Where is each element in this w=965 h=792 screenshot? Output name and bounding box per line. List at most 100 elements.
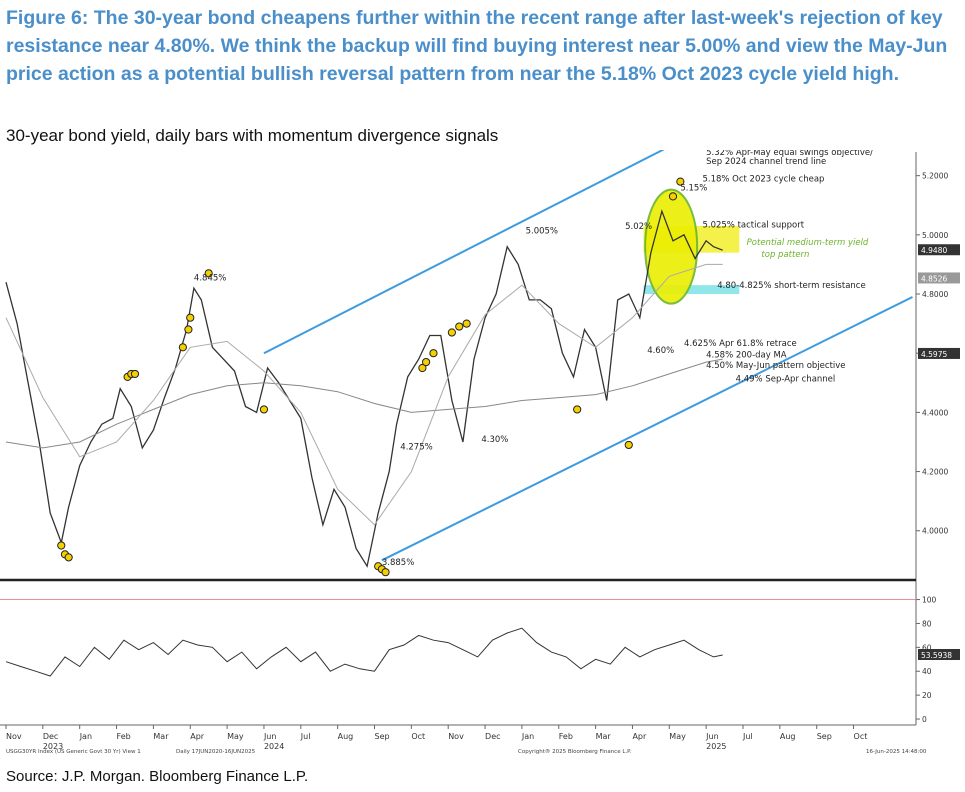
signal-marker (381, 568, 390, 577)
price-panel: 4.845% 5.005% 5.02% 5.15% 4.275% 4.30% 4.60% 3.… (0, 150, 960, 725)
x-year-label: 2023 (43, 742, 63, 751)
y-tick-label: 4.4000 (922, 408, 948, 417)
x-month-label: Dec (485, 732, 500, 741)
x-month-label: Jun (705, 732, 719, 741)
annotation-label: 4.58% 200-day MA (706, 351, 787, 361)
y-tick-label: 4.8000 (922, 290, 948, 299)
osc-y-tick-label: 60 (922, 643, 932, 652)
signal-marker (64, 553, 73, 562)
signal-marker (676, 177, 685, 186)
osc-y-tick-label: 100 (922, 596, 937, 605)
time-axis: Nov Dec Jan Feb Mar Apr May Jun Jul Aug Sep Oct Nov D… (0, 724, 916, 751)
y-tick-label: 5.0000 (922, 231, 948, 240)
y-tick-label: 5.2000 (922, 172, 948, 181)
signal-marker (455, 322, 464, 331)
x-month-label: Aug (780, 732, 796, 741)
x-month-label: Jul (300, 732, 311, 741)
bond-yield-chart: 4.845% 5.005% 5.02% 5.15% 4.275% 4.30% 4.60% 3.… (0, 150, 960, 755)
x-month-label: Nov (448, 732, 464, 741)
signal-marker (418, 363, 427, 373)
annotation-label: Potential medium-term yield (747, 238, 869, 248)
x-month-label: Jul (742, 732, 753, 741)
x-month-label: Nov (6, 732, 22, 741)
annotation-label: 4.625% Apr 61.8% retrace (684, 339, 797, 349)
annotation-label: 4.30% (481, 435, 508, 445)
x-month-label: Mar (596, 732, 612, 741)
channel-line-0 (263, 150, 665, 355)
x-month-label: Apr (632, 732, 647, 741)
annotation-label: 4.49% Sep-Apr channel (736, 374, 836, 384)
last-value-box (918, 347, 960, 359)
source-note: Source: J.P. Morgan. Bloomberg Finance L… (6, 768, 309, 785)
x-month-label: Oct (854, 732, 868, 741)
annotation-label: 4.50% May-Jun pattern objective (706, 361, 845, 371)
annotation-label: top pattern (761, 250, 809, 260)
series-200-day-ma (5, 358, 723, 449)
signal-marker (186, 313, 195, 322)
x-month-label: May (227, 732, 244, 741)
signal-marker (624, 440, 633, 450)
signal-marker (668, 192, 678, 201)
last-value-box (918, 244, 960, 256)
x-month-label: Jun (263, 732, 277, 741)
signal-marker (259, 405, 269, 414)
annotation-label: 5.32% Apr-May equal swings objective/ (706, 150, 873, 158)
annotation-label: 5.15% (680, 183, 707, 193)
footer-ticker: USGG30YR Index (US Generic Govt 30 Yr) V… (6, 749, 141, 755)
annotation-label: 5.025% tactical support (702, 220, 804, 230)
signal-marker (573, 405, 582, 414)
figure-subtitle: 30-year bond yield, daily bars with mome… (6, 126, 499, 145)
last-value-box (918, 272, 960, 284)
y-tick-label: 4.0000 (922, 527, 948, 536)
signal-marker (447, 328, 456, 337)
annotation-label: 4.275% (400, 442, 432, 452)
x-month-label: Apr (190, 732, 205, 741)
signal-marker (429, 349, 438, 358)
signal-marker (204, 269, 213, 278)
signal-marker (462, 319, 471, 328)
osc-last-value-label: 53.5938 (921, 651, 952, 660)
annotation-label: 5.005% (526, 226, 558, 236)
footer-copyright: Copyright® 2025 Bloomberg Finance L.P. (518, 748, 632, 755)
signal-marker (178, 343, 187, 352)
x-month-label: Feb (559, 732, 573, 741)
momentum-panel: 100 80 60 40 20 0 53.5938 (0, 596, 960, 724)
annotation-label: 4.845% (194, 274, 226, 284)
highlight-band-1 (643, 285, 740, 295)
x-month-label: Jan (79, 732, 92, 741)
signal-marker (57, 541, 66, 550)
series-slower-moving-average (5, 263, 723, 526)
x-month-label: Mar (153, 732, 169, 741)
osc-y-tick-label: 80 (922, 619, 932, 628)
x-month-label: Dec (43, 732, 58, 741)
channel-line-1 (381, 296, 913, 562)
osc-last-value-box (918, 648, 960, 660)
figure-title: Figure 6: The 30-year bond cheapens furt… (6, 7, 948, 85)
annotation-label: 4.60% (647, 346, 674, 356)
x-month-label: May (669, 732, 686, 741)
footer-timestamp: 16-Jun-2025 14:48:00 (866, 749, 927, 755)
signal-marker (421, 357, 431, 367)
x-year-label: 2025 (706, 742, 726, 751)
annotation-label: 3.885% (382, 558, 414, 568)
x-month-label: Jan (521, 732, 534, 741)
x-year-label: 2024 (264, 742, 284, 751)
last-value-label: 4.5975 (921, 350, 947, 359)
signal-marker (130, 369, 140, 379)
last-value-label: 4.9480 (921, 246, 947, 255)
series-yield (5, 209, 723, 568)
x-month-label: Aug (338, 732, 354, 741)
annotation-label: Sep 2024 channel trend line (706, 157, 826, 167)
signal-marker (184, 325, 193, 334)
annotation-label: 5.18% Oct 2023 cycle cheap (702, 175, 824, 185)
osc-y-tick-label: 20 (922, 691, 932, 700)
annotation-label: 4.80-4.825% short-term resistance (717, 281, 866, 291)
annotation-label: 5.02% (625, 222, 652, 232)
series-momentum (5, 627, 723, 677)
osc-y-tick-label: 0 (922, 715, 927, 724)
footer-range: Daily 17JUN2020-16JUN2025 (176, 749, 256, 755)
x-month-label: Feb (117, 732, 131, 741)
x-month-label: Sep (375, 732, 390, 741)
osc-y-tick-label: 40 (922, 667, 932, 676)
last-value-label: 4.8526 (921, 274, 947, 283)
